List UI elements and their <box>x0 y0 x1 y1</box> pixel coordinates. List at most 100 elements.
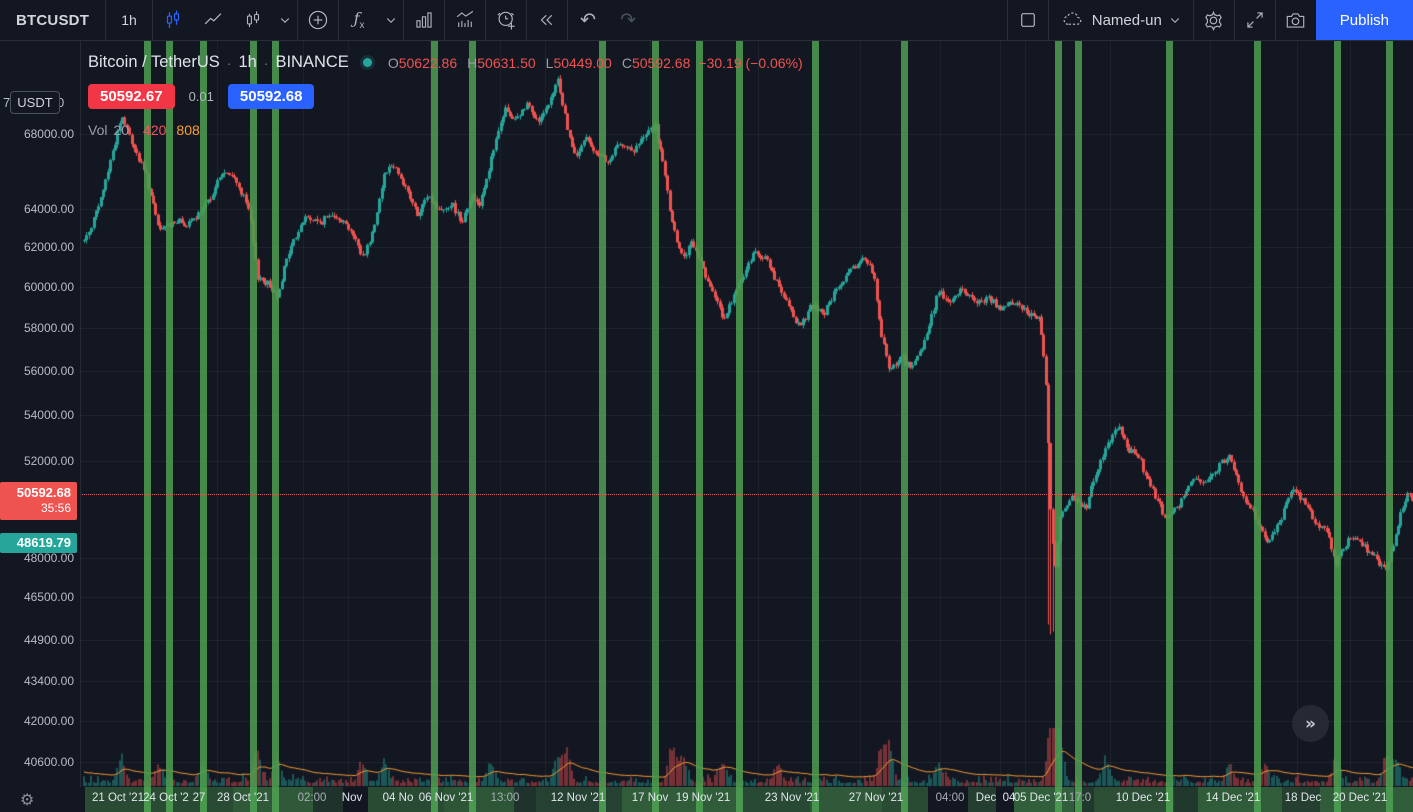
rewind-icon <box>536 9 558 31</box>
time-axis-highlight <box>313 787 343 812</box>
time-tick-label: Dec <box>975 792 997 804</box>
indicator-templates-button[interactable] <box>404 0 444 40</box>
indicators-button[interactable]: ƒx <box>339 0 379 40</box>
layout-name-button[interactable]: Named-un <box>1049 0 1193 40</box>
toolbar-divider <box>152 0 154 40</box>
time-axis-highlight <box>811 787 819 812</box>
time-axis-highlight <box>1166 787 1174 812</box>
chart-style-menu-button[interactable] <box>273 0 297 40</box>
time-axis-highlight <box>249 787 257 812</box>
alarm-clock-plus-icon <box>495 9 518 32</box>
highlight-bar <box>811 40 819 812</box>
interval-button[interactable]: 1h <box>106 0 152 40</box>
chart-style-bars-button[interactable] <box>233 0 273 40</box>
redo-arrow-icon: ↷ <box>620 9 637 31</box>
time-tick-label: 28 Oct '21 <box>216 792 270 804</box>
top-toolbar: BTCUSDT 1h <box>0 0 1413 41</box>
toolbar-divider <box>1233 0 1235 40</box>
alert-button[interactable] <box>486 0 526 40</box>
volume-ma-length: 20 <box>113 122 130 138</box>
price-tick-label: 62000.00 <box>23 240 74 254</box>
chart-forecast-icon <box>454 9 476 31</box>
time-axis-highlight <box>271 787 279 812</box>
fullscreen-button[interactable] <box>1235 0 1275 40</box>
toolbar-divider <box>1274 0 1276 40</box>
toolbar-divider <box>444 0 446 40</box>
price-axis[interactable]: 72000.00 USDT 68000.0064000.0062000.0060… <box>0 40 81 787</box>
time-axis-highlight <box>1055 787 1063 812</box>
toolbar-divider <box>526 0 528 40</box>
snapshot-button[interactable] <box>1276 0 1316 40</box>
time-tick-label: 06 Nov '21 <box>418 792 474 804</box>
time-axis-highlight <box>165 787 173 812</box>
undo-button[interactable]: ↶ <box>568 0 608 40</box>
undo-arrow-icon: ↶ <box>580 9 597 31</box>
time-tick-label: 02:00 <box>297 792 327 804</box>
columns-chart-icon <box>413 9 435 31</box>
time-tick-label: 20 Dec '21 <box>1332 792 1388 804</box>
highlight-bar <box>200 40 208 812</box>
time-axis-highlight <box>1386 787 1394 812</box>
price-chart-canvas[interactable] <box>80 40 1413 787</box>
highlight-bar <box>598 40 606 812</box>
time-axis[interactable]: 21 Oct '21 24 Oct '2 27 28 Oct '21 02:00 Nov 0… <box>80 787 1413 812</box>
chart-style-candles-button[interactable] <box>153 0 193 40</box>
axis-corner <box>0 787 80 812</box>
toolbar-divider <box>567 0 569 40</box>
time-tick-label: 13:00 <box>490 792 520 804</box>
candlestick-icon <box>162 9 184 31</box>
symbol-button[interactable]: BTCUSDT <box>0 0 105 40</box>
time-tick-label: 27 <box>192 792 206 804</box>
time-tick-label: 10 Dec '21 <box>1115 792 1171 804</box>
volume-legend-row[interactable]: Vol 20 420 808 <box>88 122 200 138</box>
open-label: O <box>387 54 399 71</box>
redo-button[interactable]: ↷ <box>608 0 648 40</box>
fullscreen-arrows-icon <box>1244 9 1266 31</box>
time-axis-highlight <box>1198 787 1282 812</box>
highlight-bar <box>144 40 152 812</box>
chart-area: Bitcoin / TetherUS · 1h · BINANCE O 50622… <box>0 40 1413 812</box>
legend-separator: · <box>263 54 269 71</box>
forecast-button[interactable] <box>445 0 485 40</box>
gear-icon <box>1202 9 1225 32</box>
price-tick-label: 40600.00 <box>23 755 74 769</box>
price-tick-label: 54000.00 <box>23 408 74 422</box>
time-tick-label: 17:0 <box>1068 792 1092 804</box>
replay-button[interactable] <box>527 0 567 40</box>
market-status-dot-icon[interactable] <box>362 58 372 67</box>
highlight-bar <box>1075 40 1083 812</box>
ask-price-button[interactable]: 50592.68 <box>227 84 315 109</box>
time-axis-highlight <box>968 787 996 812</box>
axis-settings-gear-icon[interactable]: ⚙ <box>20 790 35 809</box>
highlight-bar <box>1333 40 1341 812</box>
toolbar-divider <box>1006 0 1008 40</box>
currency-badge[interactable]: USDT <box>10 91 60 114</box>
time-axis-highlight <box>742 787 810 812</box>
chevron-down-icon <box>385 14 397 26</box>
scroll-right-button[interactable]: » <box>1292 705 1329 742</box>
volume-label: Vol <box>88 122 108 138</box>
chart-style-line-button[interactable] <box>193 0 233 40</box>
toolbar-divider <box>297 0 299 40</box>
current-price-value: 50592.68 <box>16 485 71 500</box>
time-axis-highlight <box>651 787 659 812</box>
time-tick-label: 24 Oct '2 <box>143 792 189 804</box>
plus-circle-icon <box>306 8 330 32</box>
toolbar-divider <box>105 0 107 40</box>
time-axis-highlight <box>1094 787 1174 812</box>
price-tick-label: 46500.00 <box>23 590 74 604</box>
chart-settings-button[interactable] <box>1194 0 1234 40</box>
legend-separator: · <box>226 54 232 71</box>
indicators-menu-button[interactable] <box>379 0 403 40</box>
bid-price-button[interactable]: 50592.67 <box>88 84 175 109</box>
time-axis-highlight <box>1075 787 1083 812</box>
time-axis-highlight <box>514 787 536 812</box>
layout-panel-button[interactable] <box>1008 0 1048 40</box>
legend-title-row[interactable]: Bitcoin / TetherUS · 1h · BINANCE O 50622… <box>88 53 803 72</box>
compare-button[interactable] <box>298 0 338 40</box>
publish-button[interactable]: Publish <box>1315 0 1413 40</box>
current-price-tag: 50592.68 35:56 <box>0 482 77 520</box>
chevron-down-icon <box>1169 14 1181 26</box>
highlight-bar <box>1386 40 1394 812</box>
time-tick-label: 12 Nov '21 <box>550 792 606 804</box>
